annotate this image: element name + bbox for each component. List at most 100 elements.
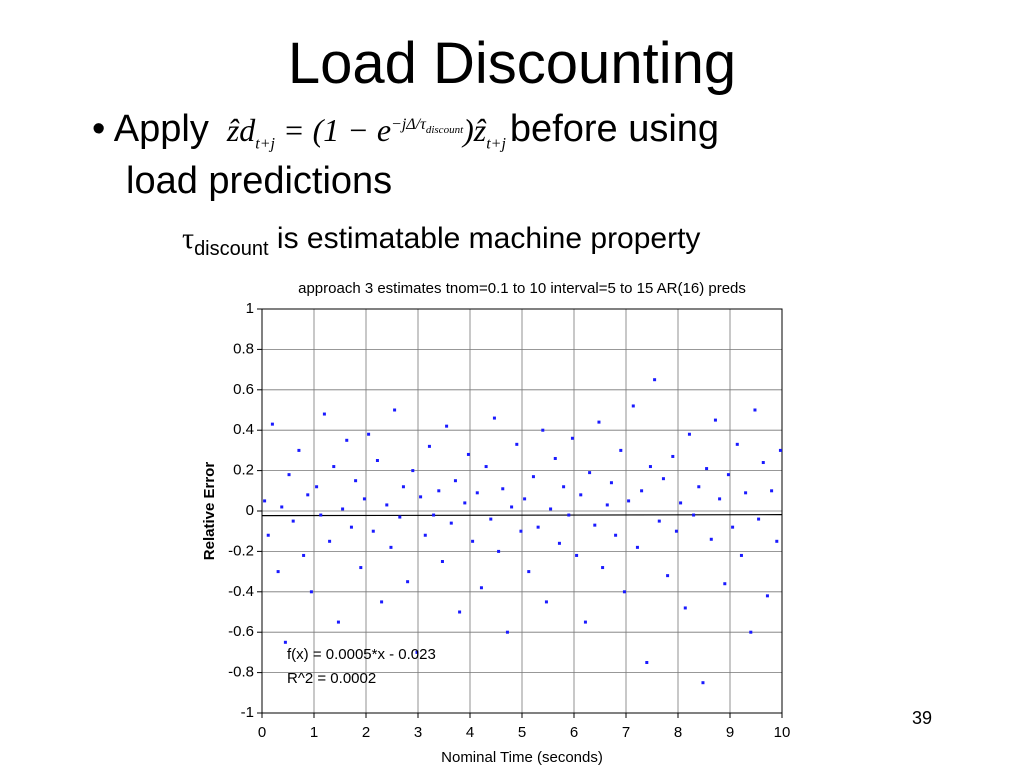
- subscript: discount: [194, 238, 269, 260]
- point: [432, 513, 436, 517]
- point: [523, 497, 527, 501]
- point: [726, 473, 730, 477]
- point: [519, 529, 523, 533]
- point: [332, 465, 336, 469]
- point: [605, 503, 609, 507]
- point: [367, 432, 371, 436]
- point: [549, 507, 553, 511]
- point: [671, 454, 675, 458]
- point: [302, 553, 306, 557]
- y-tick-label: 1: [246, 300, 254, 317]
- y-tick-label: 0.4: [233, 421, 254, 438]
- point: [427, 444, 431, 448]
- y-tick-label: 0.2: [233, 462, 254, 479]
- point: [709, 537, 713, 541]
- x-axis-title: Nominal Time (seconds): [441, 749, 603, 766]
- point: [648, 465, 652, 469]
- point: [744, 491, 748, 495]
- point: [287, 473, 291, 477]
- y-tick-label: -0.6: [228, 623, 254, 640]
- point: [449, 521, 453, 525]
- point: [588, 471, 592, 475]
- point: [640, 489, 644, 493]
- x-tick-label: 4: [466, 724, 474, 741]
- point: [375, 459, 379, 462]
- point: [761, 461, 765, 465]
- point: [679, 501, 683, 505]
- point: [393, 408, 397, 412]
- point: [280, 505, 284, 509]
- point: [683, 606, 687, 610]
- y-tick-label: -0.4: [228, 583, 254, 600]
- point: [466, 452, 470, 456]
- point: [398, 515, 402, 519]
- point: [270, 422, 274, 426]
- point: [359, 566, 363, 570]
- point: [687, 432, 691, 436]
- slide-title: Load Discounting: [287, 31, 737, 96]
- point: [415, 650, 419, 654]
- point: [622, 590, 626, 594]
- y-tick-label: -0.2: [228, 542, 254, 559]
- point: [770, 489, 774, 493]
- point: [570, 436, 574, 440]
- point: [484, 465, 488, 469]
- point: [445, 424, 449, 428]
- point: [510, 505, 514, 509]
- formula-part: )ẑ: [463, 112, 487, 148]
- point: [263, 499, 267, 503]
- point: [627, 499, 631, 503]
- formula-part: t+j: [255, 135, 275, 153]
- point: [354, 479, 358, 483]
- point: [389, 545, 393, 549]
- point: [697, 485, 701, 489]
- point: [778, 448, 782, 452]
- plot-frame: [261, 308, 783, 714]
- sub-bullet: τdiscount is estimatable machine propert…: [182, 222, 700, 261]
- annotation: R^2 = 0.0002: [287, 670, 376, 687]
- chart-title: approach 3 estimates tnom=0.1 to 10 inte…: [298, 280, 746, 297]
- point: [705, 467, 709, 471]
- bullet-lead: Apply: [113, 108, 209, 150]
- point: [739, 553, 743, 557]
- formula-part: discount: [425, 124, 464, 137]
- point: [266, 533, 270, 537]
- point: [536, 525, 540, 529]
- x-tick-label: 1: [310, 724, 318, 741]
- point: [597, 420, 601, 424]
- point: [489, 517, 493, 521]
- point: [371, 529, 375, 533]
- point: [718, 497, 722, 501]
- point: [475, 491, 479, 495]
- point: [306, 493, 310, 497]
- point: [775, 539, 779, 543]
- point: [553, 456, 557, 460]
- bullet: • Apply ẑdt+j = (1 − e−jΔ/τdiscount)ẑt+j b…: [92, 108, 719, 153]
- point: [619, 448, 623, 452]
- point: [385, 503, 389, 507]
- point: [336, 620, 340, 624]
- point: [731, 525, 735, 529]
- point: [614, 533, 618, 537]
- formula-part: = (1 − e: [282, 112, 392, 148]
- formula-part: t+j: [486, 135, 506, 153]
- point: [401, 485, 405, 489]
- point: [583, 620, 587, 624]
- point: [505, 630, 509, 634]
- point: [479, 586, 483, 590]
- point: [657, 519, 661, 523]
- annotation: f(x) = 0.0005*x - 0.023: [287, 646, 436, 663]
- point: [276, 570, 280, 574]
- point: [319, 513, 323, 517]
- point: [471, 539, 475, 543]
- point: [579, 493, 583, 497]
- fit-line: [261, 514, 783, 517]
- point: [735, 442, 739, 446]
- page-number: 39: [912, 708, 933, 728]
- bullet-tail: load predictions: [126, 160, 393, 202]
- point: [645, 661, 649, 664]
- point: [531, 475, 535, 479]
- point: [674, 529, 678, 533]
